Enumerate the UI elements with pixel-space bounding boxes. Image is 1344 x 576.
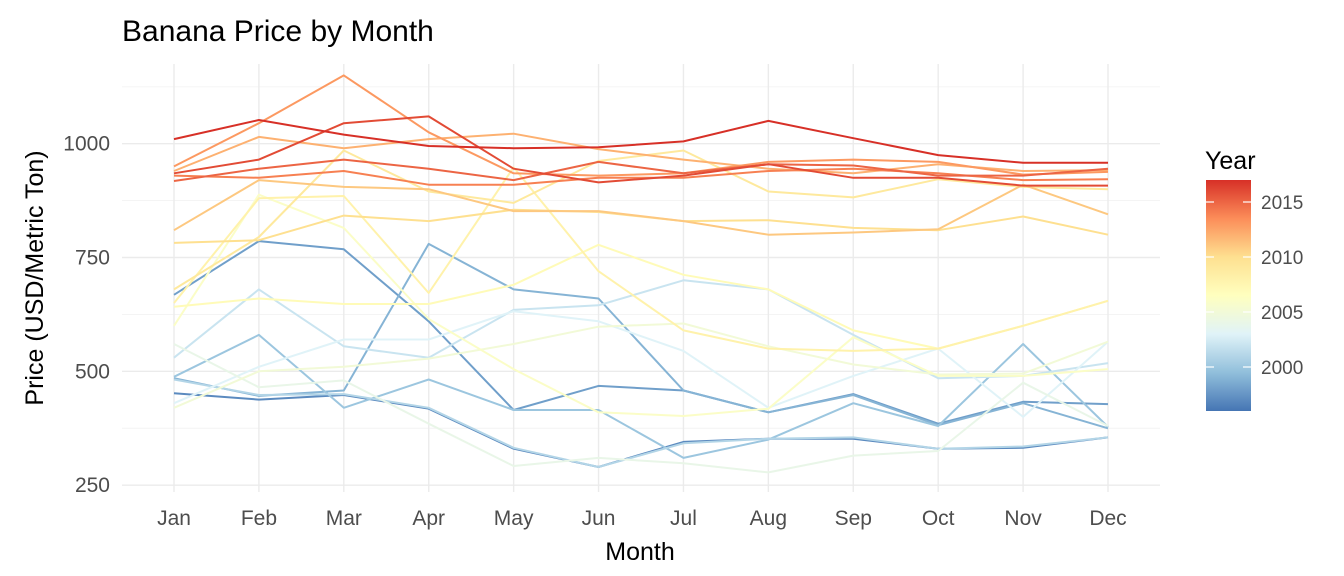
x-tick-label: Jul bbox=[670, 507, 697, 530]
series-line-2009 bbox=[173, 149, 1109, 291]
x-tick-label: Jun bbox=[582, 507, 616, 530]
series-line-2012 bbox=[173, 132, 1109, 175]
x-tick-label: Nov bbox=[1004, 507, 1042, 530]
series-lines bbox=[173, 74, 1109, 474]
series-line-2001 bbox=[173, 378, 1109, 468]
series-line-2003 bbox=[173, 310, 1109, 418]
y-tick-label: 500 bbox=[75, 360, 110, 383]
legend-tick-label: 2010 bbox=[1261, 248, 1303, 269]
series-line-2002 bbox=[173, 279, 1109, 380]
series-line-1999 bbox=[173, 242, 1109, 430]
series-line-2005 bbox=[173, 322, 1109, 409]
series-line-2000 bbox=[173, 333, 1109, 459]
legend: Year 2000 2005 2010 2015 bbox=[1205, 147, 1303, 411]
legend-ticks: 2000 2005 2010 2015 bbox=[1206, 193, 1303, 379]
series-line-2004 bbox=[173, 343, 1109, 474]
series-line-2016 bbox=[173, 115, 1108, 187]
x-tick-label: Oct bbox=[922, 507, 955, 530]
x-tick-label: Feb bbox=[241, 507, 277, 530]
legend-colorbar bbox=[1206, 180, 1251, 411]
y-tick-label: 750 bbox=[75, 247, 110, 270]
x-tick-label: May bbox=[494, 507, 534, 530]
x-tick-label: Aug bbox=[750, 507, 787, 530]
chart-title: Banana Price by Month bbox=[122, 15, 434, 48]
series-line-2015 bbox=[173, 158, 1109, 182]
y-tick-label: 1000 bbox=[63, 133, 110, 156]
series-line-2008 bbox=[173, 166, 1109, 352]
series-line-2013 bbox=[173, 74, 1109, 177]
x-axis-title: Month bbox=[605, 538, 674, 566]
y-axis-ticks: 250 500 750 1000 bbox=[63, 133, 110, 497]
series-line-2011 bbox=[173, 179, 1109, 236]
series-line-2014 bbox=[173, 167, 1109, 186]
series-line-2006 bbox=[173, 193, 1109, 417]
series-line-1998 bbox=[173, 240, 1109, 425]
legend-tick-label: 2000 bbox=[1261, 358, 1303, 379]
grid bbox=[122, 64, 1160, 492]
series-line-2017 bbox=[173, 119, 1108, 164]
legend-tick-label: 2015 bbox=[1261, 193, 1303, 214]
x-tick-label: Jan bbox=[157, 507, 191, 530]
y-axis-title: Price (USD/Metric Ton) bbox=[21, 150, 49, 405]
x-tick-label: Apr bbox=[412, 507, 445, 530]
y-tick-label: 250 bbox=[75, 474, 110, 497]
legend-tick-label: 2005 bbox=[1261, 303, 1303, 324]
x-tick-label: Dec bbox=[1089, 507, 1126, 530]
x-tick-label: Mar bbox=[326, 507, 362, 530]
legend-title: Year bbox=[1205, 147, 1256, 175]
x-tick-label: Sep bbox=[835, 507, 872, 530]
x-axis-ticks: Jan Feb Mar Apr May Jun Jul Aug Sep Oct Nov Dec bbox=[157, 507, 1127, 530]
